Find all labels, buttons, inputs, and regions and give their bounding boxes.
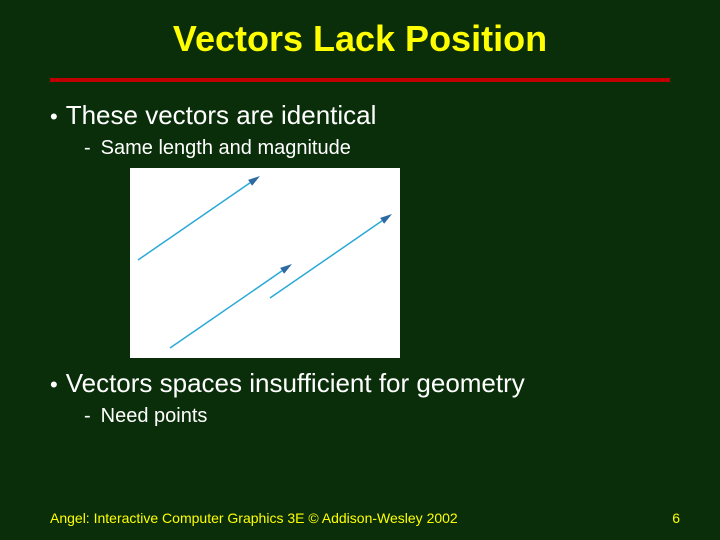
vector-diagram-container bbox=[130, 168, 670, 358]
bullet-1-text: These vectors are identical bbox=[66, 100, 377, 131]
slide-title: Vectors Lack Position bbox=[0, 0, 720, 70]
bullet-dash-icon: - bbox=[84, 405, 91, 428]
bullet-dot-icon: • bbox=[50, 104, 58, 130]
bullet-1-sub-1: - Same length and magnitude bbox=[84, 137, 670, 160]
bullet-1: • These vectors are identical bbox=[50, 100, 670, 131]
page-number: 6 bbox=[672, 510, 680, 526]
bullet-2: • Vectors spaces insufficient for geomet… bbox=[50, 368, 670, 399]
vector-diagram bbox=[130, 168, 400, 358]
bullet-1-sub-1-text: Same length and magnitude bbox=[101, 137, 351, 160]
bullet-2-sub-1-text: Need points bbox=[101, 405, 208, 428]
bullet-2-sub-1: - Need points bbox=[84, 405, 670, 428]
bullet-2-text: Vectors spaces insufficient for geometry bbox=[66, 368, 525, 399]
bullet-dash-icon: - bbox=[84, 137, 91, 160]
slide-content: • These vectors are identical - Same len… bbox=[0, 82, 720, 428]
slide: Vectors Lack Position • These vectors ar… bbox=[0, 0, 720, 540]
bullet-dot-icon: • bbox=[50, 372, 58, 398]
footer-text: Angel: Interactive Computer Graphics 3E … bbox=[50, 510, 458, 526]
